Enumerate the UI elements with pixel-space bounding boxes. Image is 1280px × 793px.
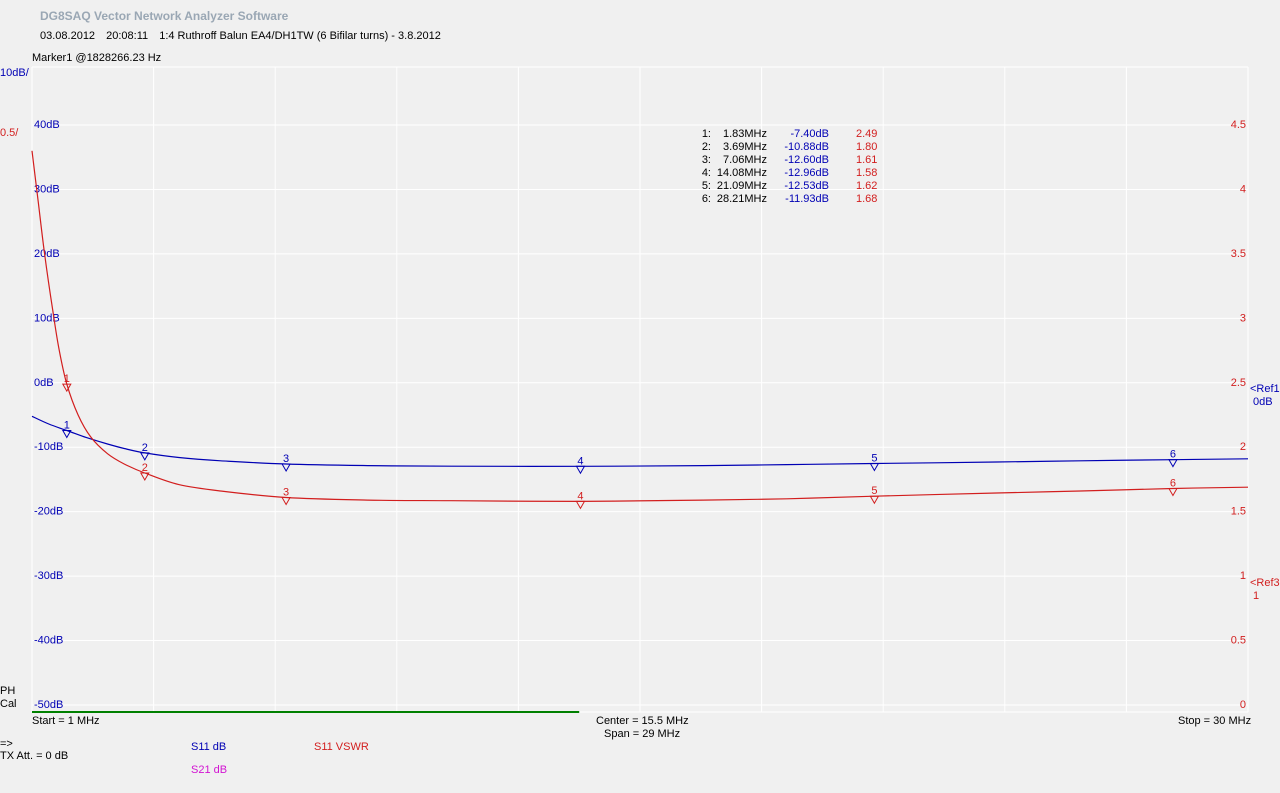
marker-number: 5 <box>871 453 877 465</box>
y-axis-right-ticks: 4.5 4 3.5 3 2.5 2 1.5 1 0.5 0 <box>1231 119 1246 711</box>
marker-table-db: -12.53dB <box>784 180 829 192</box>
marker-number: 6 <box>1170 449 1176 461</box>
marker-triangle <box>139 472 150 482</box>
marker-table-vswr: 1.80 <box>856 141 878 153</box>
y-right-tick-label: 2 <box>1240 441 1246 453</box>
marker-triangle <box>575 465 586 475</box>
y-right-tick-label: 0.5 <box>1231 635 1246 647</box>
trace-s11-vswr-line <box>31 150 1249 503</box>
measurement-header: 03.08.2012 20:08:11 1:4 Ruthroff Balun E… <box>40 30 449 42</box>
marker-table-db: -10.88dB <box>784 141 829 153</box>
y-right-tick-label: 3.5 <box>1231 248 1246 260</box>
marker-table-db: -12.60dB <box>784 154 829 166</box>
marker-table-frequency: 14.08MHz <box>716 167 767 179</box>
plot-grid <box>31 66 1249 713</box>
trace-lines <box>31 150 1249 503</box>
app-title: DG8SAQ Vector Network Analyzer Software <box>40 9 289 23</box>
y-left-tick-label: -10dB <box>34 441 63 453</box>
y-left-tick-label: 20dB <box>34 248 60 260</box>
trace-s11-db[interactable]: S11 dB <box>191 741 227 753</box>
ref1-value: 0dB <box>1253 396 1273 408</box>
center-frequency[interactable]: Center = 15.5 MHz <box>596 715 689 727</box>
y-axis-left-ticks: 40dB 30dB 20dB 10dB 0dB -10dB -20dB -30dB -40dB -… <box>34 119 63 711</box>
span-frequency[interactable]: Span = 29 MHz <box>604 728 681 740</box>
marker-triangle <box>575 500 586 510</box>
y-left-tick-label: -30dB <box>34 570 63 582</box>
trace-markers: 1 1 2 2 3 3 4 4 5 5 6 6 <box>61 373 1178 510</box>
marker-number: 2 <box>142 462 148 474</box>
marker-table-vswr: 1.61 <box>856 154 878 166</box>
trace-s11-vswr[interactable]: S11 VSWR <box>314 741 369 753</box>
db-per-division: 10dB/ <box>0 67 29 79</box>
y-right-tick-label: 3 <box>1240 312 1246 324</box>
y-left-tick-label: 0dB <box>34 377 54 389</box>
trace-s11-db-line <box>31 415 1249 467</box>
y-left-tick-label: -50dB <box>34 699 63 711</box>
stop-frequency[interactable]: Stop = 30 MHz <box>1178 715 1252 727</box>
marker-triangle <box>281 496 291 506</box>
marker-table-frequency: 7.06MHz <box>722 154 767 166</box>
cal-indicator: Cal <box>0 698 17 710</box>
marker-number: 3 <box>283 486 289 498</box>
marker-triangle <box>869 463 880 472</box>
header-description: 1:4 Ruthroff Balun EA4/DH1TW (6 Bifilar … <box>159 30 441 42</box>
trace-s21-db[interactable]: S21 dB <box>191 764 228 776</box>
y-right-tick-label: 2.5 <box>1231 377 1246 389</box>
y-right-tick-label: 4 <box>1240 183 1246 195</box>
marker-table-index: 4: <box>701 167 711 179</box>
marker-table-db: -7.40dB <box>790 128 829 140</box>
marker-table-index: 2: <box>701 141 711 153</box>
marker-table-frequency: 1.83MHz <box>722 128 767 140</box>
y-left-tick-label: -40dB <box>34 635 63 647</box>
ph-indicator: PH <box>0 685 16 697</box>
y-left-tick-label: 10dB <box>34 312 60 324</box>
marker-table-frequency: 21.09MHz <box>716 180 767 192</box>
marker-number: 1 <box>64 373 70 385</box>
marker-number: 5 <box>871 485 877 497</box>
marker-triangle <box>61 383 72 393</box>
header-time: 20:08:11 <box>106 30 149 42</box>
marker-table-vswr: 1.68 <box>856 193 878 205</box>
tx-attenuation[interactable]: TX Att. = 0 dB <box>0 750 69 762</box>
marker-table-index: 6: <box>701 193 711 205</box>
y-left-tick-label: 40dB <box>34 119 60 131</box>
marker-number: 2 <box>142 442 148 454</box>
y-left-tick-label: -20dB <box>34 506 63 518</box>
marker-table-db: -11.93dB <box>785 193 829 205</box>
marker-table-index: 1: <box>701 128 711 140</box>
marker-triangle <box>61 429 72 439</box>
y-right-tick-label: 0 <box>1240 699 1246 711</box>
marker-number: 4 <box>577 490 583 502</box>
marker-number: 3 <box>283 453 289 465</box>
vswr-per-division: 0.5/ <box>0 127 19 139</box>
marker-table-frequency: 28.21MHz <box>716 193 767 205</box>
marker-table-vswr: 1.58 <box>856 167 878 179</box>
marker-table-index: 3: <box>701 154 711 166</box>
marker-table-vswr: 2.49 <box>856 128 878 140</box>
y-right-tick-label: 1 <box>1240 570 1246 582</box>
ref3-value: 1 <box>1253 590 1260 602</box>
marker-number: 4 <box>577 455 583 467</box>
ref1-label[interactable]: <Ref1 <box>1250 383 1280 395</box>
marker-triangle <box>869 495 880 505</box>
ref3-label[interactable]: <Ref3 <box>1250 577 1280 589</box>
status-arrow: => <box>0 738 13 750</box>
marker-table-vswr: 1.62 <box>856 180 878 192</box>
start-frequency[interactable]: Start = 1 MHz <box>32 715 100 727</box>
header-date: 03.08.2012 <box>40 30 96 42</box>
marker-triangle <box>1168 459 1178 468</box>
marker-table-db: -12.96dB <box>784 167 829 179</box>
y-right-tick-label: 4.5 <box>1231 119 1246 131</box>
marker-number: 6 <box>1170 477 1176 489</box>
marker-number: 1 <box>64 419 70 431</box>
marker-readout: Marker1 @1828266.23 Hz <box>32 52 162 64</box>
y-right-tick-label: 1.5 <box>1231 506 1246 518</box>
marker-triangle <box>281 463 291 472</box>
marker-table-index: 5: <box>701 180 711 192</box>
marker-triangle <box>139 452 150 461</box>
y-left-tick-label: 30dB <box>34 183 60 195</box>
marker-triangle <box>1168 487 1178 497</box>
marker-table-frequency: 3.69MHz <box>722 141 767 153</box>
